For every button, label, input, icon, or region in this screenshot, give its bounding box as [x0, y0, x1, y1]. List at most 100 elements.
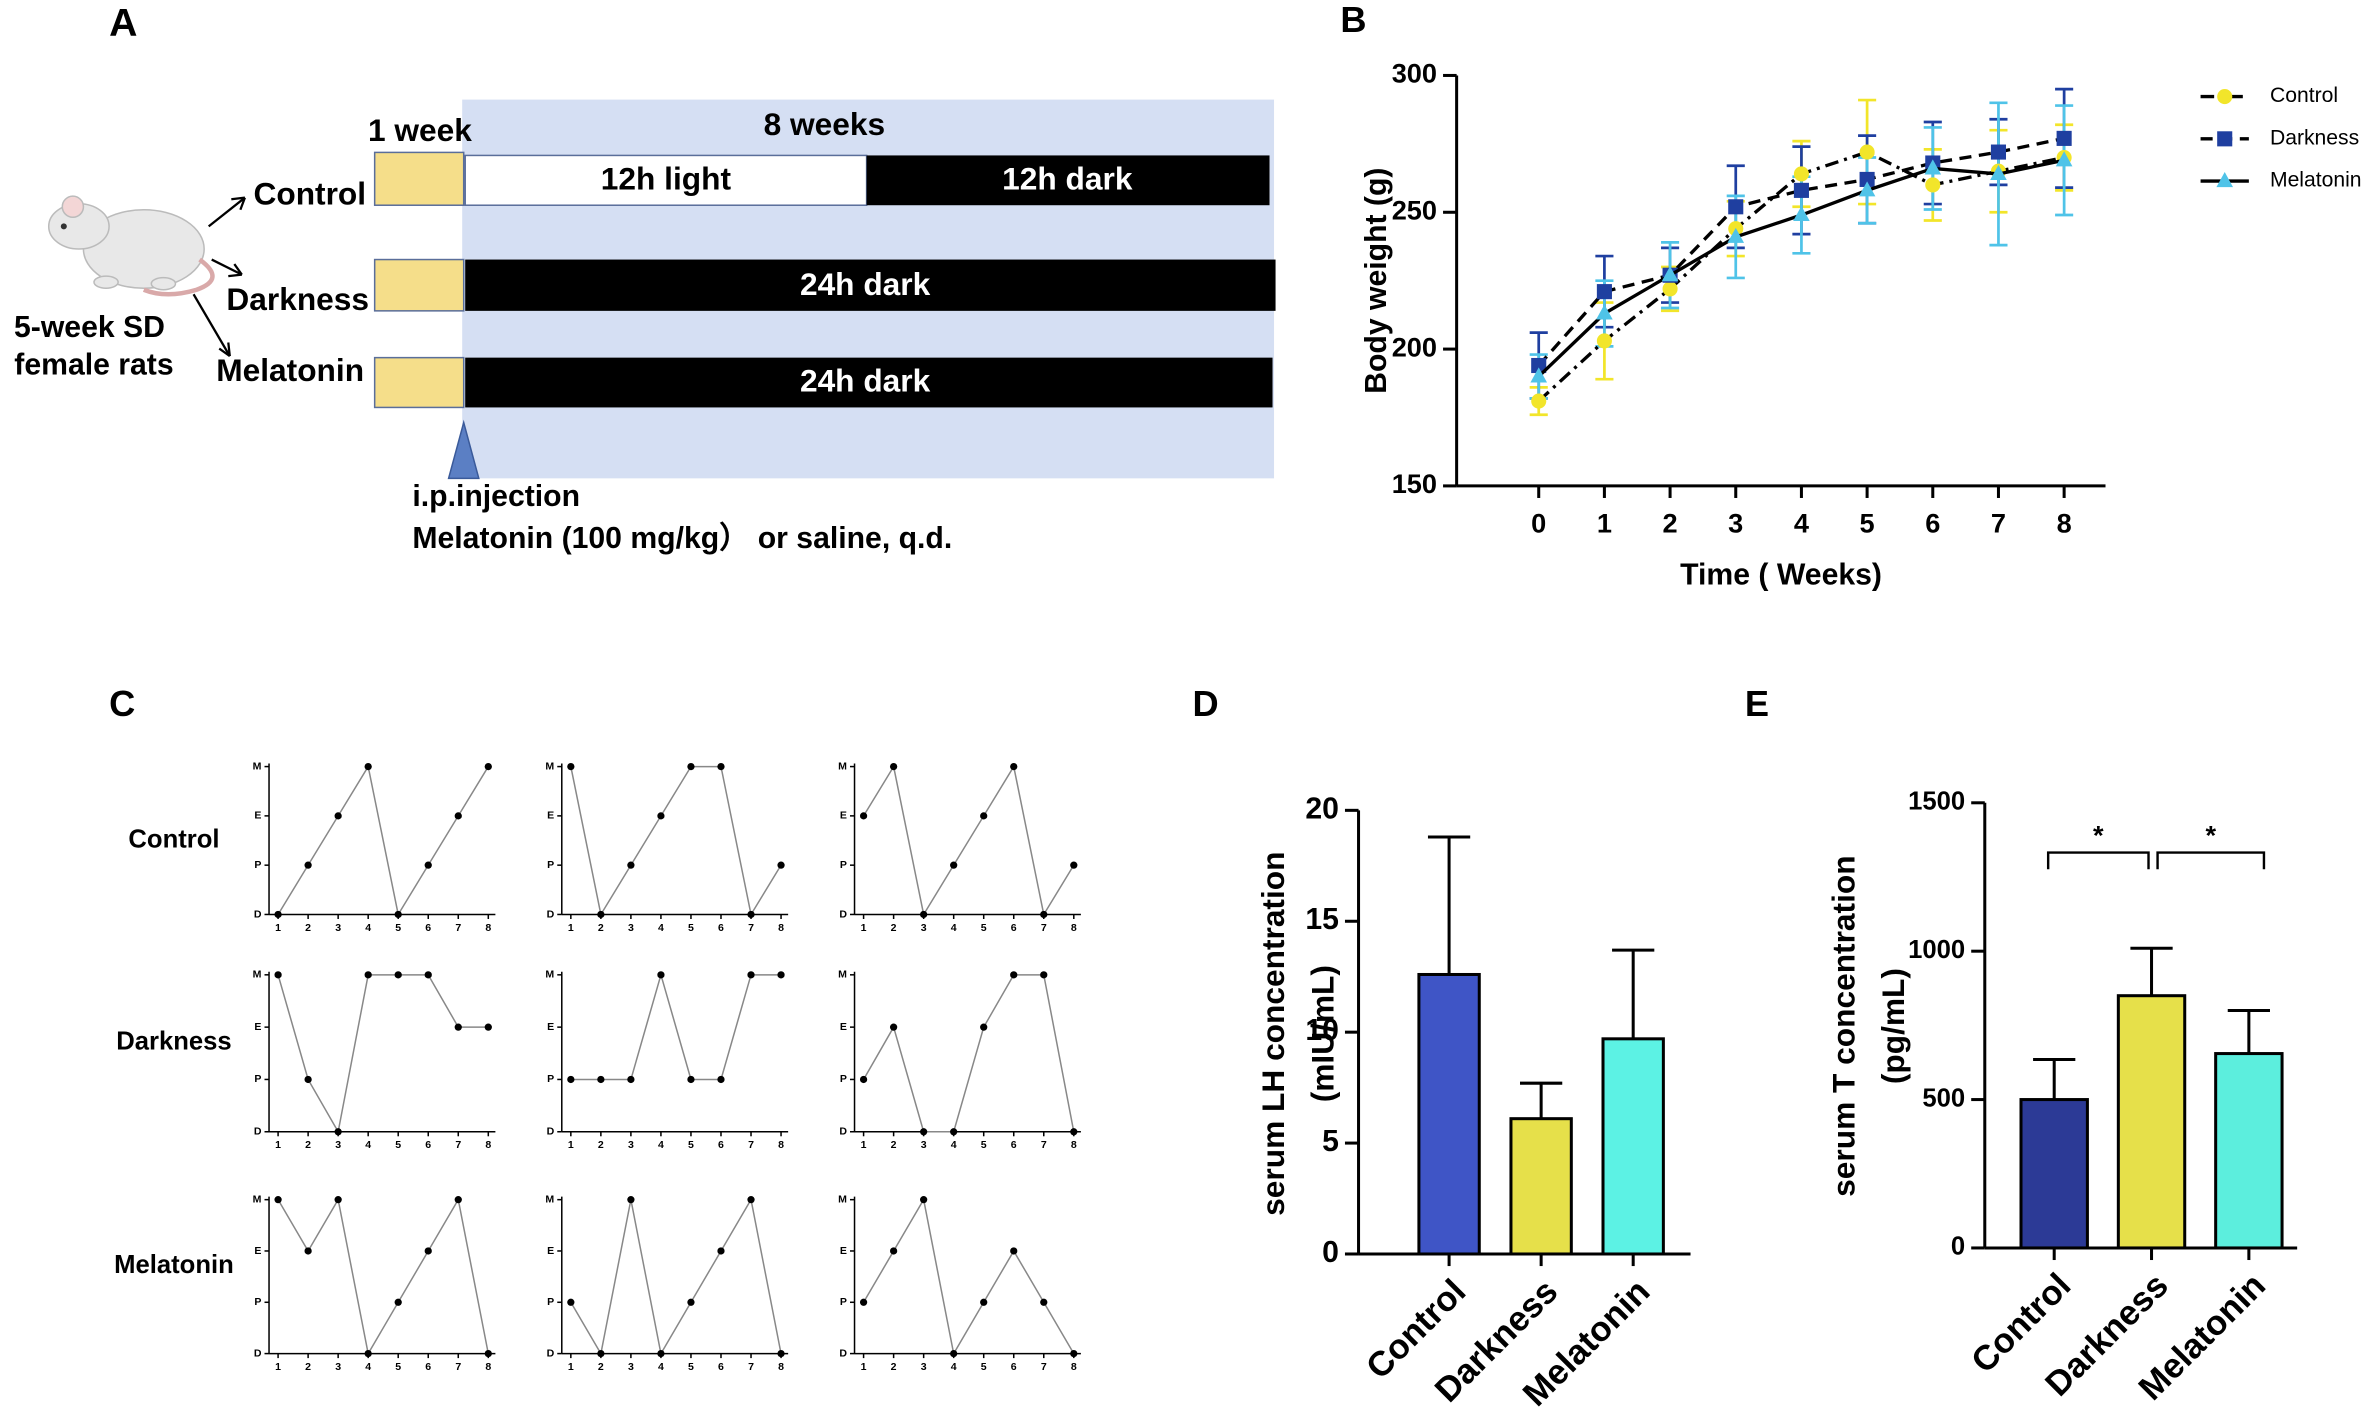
x-tick-label: 3 [1728, 507, 1743, 538]
y-tick-label: D [547, 1126, 555, 1138]
point [454, 1196, 462, 1204]
marker [1662, 281, 1678, 297]
point [747, 910, 755, 919]
x-tick-label: 6 [1011, 1139, 1017, 1151]
point [1070, 1128, 1078, 1136]
x-tick-label: 3 [335, 1139, 341, 1151]
y-tick-label: M [545, 969, 554, 981]
x-tick-label: 5 [981, 1139, 987, 1151]
y-tick-label: D [254, 1126, 262, 1138]
point [334, 1196, 342, 1204]
y-tick-label: E [547, 1021, 554, 1033]
marker [1531, 357, 1547, 374]
y-tick-label: M [545, 760, 554, 772]
x-tick-label: 8 [1071, 1361, 1077, 1373]
point [1040, 1298, 1048, 1306]
bar [2019, 1098, 2089, 1250]
y-tick-label: M [253, 1193, 262, 1205]
point [657, 812, 665, 820]
bar [2116, 994, 2187, 1250]
schematic: 1 week 8 weeks Control Darkness Melatoni… [14, 99, 1276, 555]
y-tick-label: D [254, 1347, 262, 1359]
x-tick-label: 6 [718, 922, 724, 934]
panel-label: B [1340, 0, 1366, 40]
point [484, 1023, 492, 1031]
point [980, 812, 988, 820]
x-tick-label: 3 [335, 1361, 341, 1373]
point [567, 1298, 575, 1306]
point [484, 1349, 492, 1358]
significance-bracket [2046, 851, 2150, 870]
legend-label: Darkness [2270, 126, 2359, 149]
point [980, 1023, 988, 1031]
point [567, 1075, 575, 1084]
significance-label: * [2205, 820, 2216, 851]
point [1010, 971, 1018, 979]
bar [1417, 972, 1481, 1256]
series-line [570, 1197, 782, 1356]
y-tick-label: P [547, 1073, 554, 1085]
marker [1531, 393, 1547, 409]
marker [1596, 304, 1613, 320]
y-tick-label: M [545, 1193, 554, 1205]
point [424, 971, 432, 979]
point [657, 1349, 665, 1358]
point [950, 1128, 958, 1136]
point [950, 861, 958, 869]
series-line [1537, 136, 2065, 367]
point [717, 762, 725, 771]
series-line [862, 1197, 1075, 1356]
point [364, 1349, 372, 1358]
point [394, 910, 402, 919]
series-line [862, 974, 1075, 1133]
point [747, 971, 755, 979]
y-tick-label: D [839, 908, 847, 920]
y-tick-label: M [838, 969, 847, 981]
error-bar [1427, 835, 1471, 975]
x-tick-label: 2 [891, 922, 897, 934]
x-tick-label: 4 [365, 1361, 371, 1373]
y-tick-label: E [547, 1245, 554, 1257]
point [980, 1298, 988, 1306]
point [597, 910, 605, 919]
x-tick-label: 5 [395, 1139, 401, 1151]
y-axis-label: serum T concentration [1825, 855, 1861, 1196]
y-tick-label: D [839, 1347, 847, 1359]
panel-label: A [109, 1, 137, 45]
y-tick-label: D [547, 1347, 555, 1359]
point [627, 1075, 635, 1084]
point [274, 1196, 282, 1204]
x-tick-label: 1 [275, 922, 281, 934]
panel-label: C [109, 683, 135, 724]
rat-icon [47, 195, 215, 297]
arrows [192, 196, 246, 358]
legend-marker [2217, 89, 2233, 105]
marker [1793, 182, 1809, 198]
x-tick-label: 7 [1991, 507, 2006, 538]
panel-label: D [1193, 683, 1219, 724]
y-tick-label: 5 [1322, 1125, 1339, 1158]
row-label: Darkness [116, 1028, 231, 1056]
bar-label: 24h dark [800, 266, 931, 302]
x-tick-label: 2 [598, 922, 604, 934]
point [597, 1349, 605, 1358]
x-tick-label: 4 [951, 922, 957, 934]
y-tick-label: D [547, 908, 555, 920]
treatment-label: 8 weeks [764, 106, 886, 142]
y-axis-label: (mIU/mL) [1305, 965, 1341, 1102]
y-axis-label: (pg/mL) [1875, 968, 1911, 1084]
y-tick-label: 10 [1305, 1014, 1339, 1047]
point [274, 971, 282, 979]
y-tick-label: 0 [1951, 1233, 1965, 1261]
marker [1793, 166, 1809, 182]
group-label: Melatonin [216, 352, 364, 388]
point [889, 1023, 898, 1031]
animal-label: 5-week SD [14, 311, 165, 344]
point [274, 910, 282, 919]
x-tick-label: 3 [921, 1361, 927, 1373]
x-tick-label: 2 [891, 1139, 897, 1151]
point [920, 1128, 928, 1136]
x-tick-label: 5 [688, 1139, 694, 1151]
marker [2056, 130, 2072, 146]
